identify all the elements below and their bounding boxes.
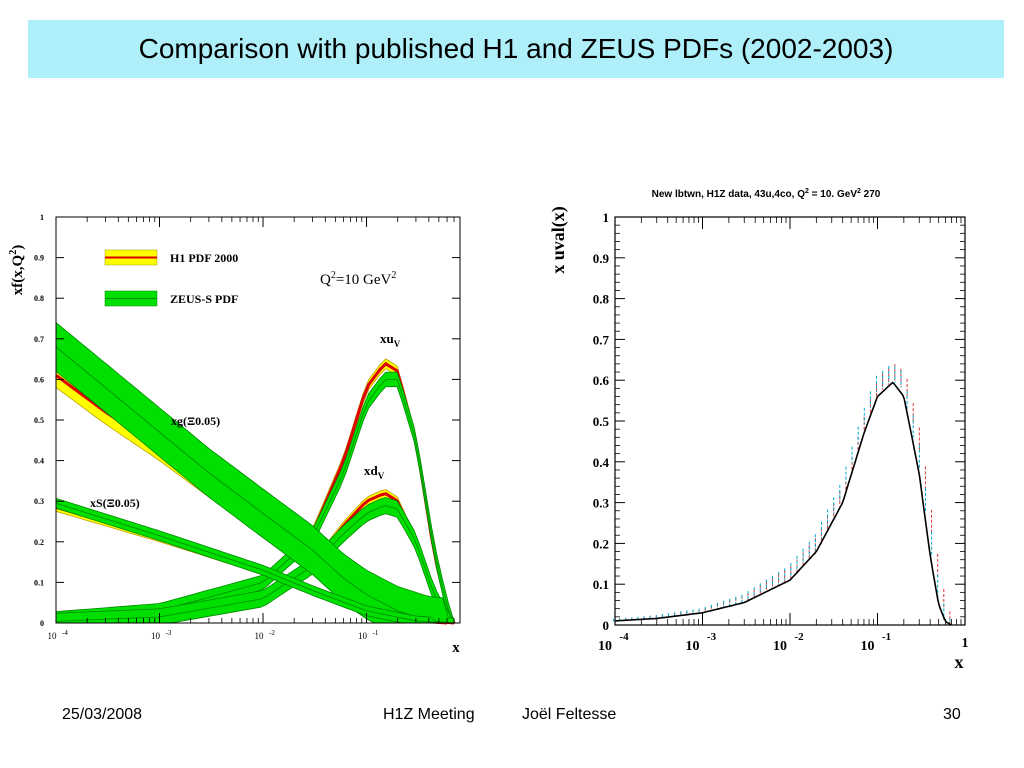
band-center-7 xyxy=(55,502,448,624)
left-x-tick-exp: -4 xyxy=(62,629,68,637)
right-x-tick-exp: -4 xyxy=(619,631,629,643)
right-x-tick-label: 1 xyxy=(962,636,969,651)
left-y-tick-label: 0.9 xyxy=(34,254,44,263)
right-y-tick-label: 0.2 xyxy=(593,536,609,551)
left-chart-bands xyxy=(55,321,456,625)
right-chart-series xyxy=(613,364,952,626)
right-x-tick-label: 10 xyxy=(686,639,700,654)
slide-title: Comparison with published H1 and ZEUS PD… xyxy=(138,33,894,64)
left-y-axis-title: xf(x,Q2) xyxy=(8,245,26,295)
footer-date: 25/03/2008 xyxy=(62,706,143,723)
left-y-ticks: 0 0.1 0.2 0.3 0.4 0.5 0.6 0.7 0.8 0.9 1 xyxy=(34,213,460,628)
left-y-tick-label: 0.7 xyxy=(34,335,44,344)
left-x-ticks: 10 -4 10 -3 10 -2 10 -1 xyxy=(48,217,461,641)
left-y-tick-label: 0.8 xyxy=(34,294,44,303)
right-y-tick-label: 0.6 xyxy=(593,373,610,388)
left-x-tick-label: 10 xyxy=(151,631,161,641)
right-y-tick-label: 0.1 xyxy=(593,577,609,592)
label-xdv: xdV xyxy=(364,463,385,481)
footer-page-number: 30 xyxy=(943,706,961,723)
right-x-tick-label: 10 xyxy=(773,639,787,654)
left-x-tick-exp: -1 xyxy=(373,629,379,637)
right-y-tick-label: 0.5 xyxy=(593,414,610,429)
left-x-axis-title: x xyxy=(452,640,460,656)
left-y-tick-label: 0.3 xyxy=(34,497,44,506)
left-pdf-chart: 00.10.20.30.40.50.60.70.80.91 10 -4 10 -3 10… xyxy=(8,213,461,656)
fit-curve xyxy=(614,381,952,626)
label-xuv: xuV xyxy=(380,331,401,349)
right-y-tick-label: 0.3 xyxy=(593,496,610,511)
right-x-tick-exp: -2 xyxy=(794,631,804,643)
right-y-tick-label: 1 xyxy=(603,210,610,225)
right-plot-frame xyxy=(614,216,966,626)
left-y-tick-label: 0.6 xyxy=(34,375,44,384)
right-y-tick-label: 0.9 xyxy=(593,251,610,266)
right-x-tick-label: 10 xyxy=(598,639,612,654)
right-uval-chart: New lbtwn, H1Z data, 43u,4co, Q2 = 10. G… xyxy=(548,188,969,672)
left-y-tick-label: 0 xyxy=(40,619,44,628)
footer-meeting: H1Z Meeting xyxy=(383,706,475,723)
left-x-tick-exp: -3 xyxy=(166,629,172,637)
title-bar: Comparison with published H1 and ZEUS PD… xyxy=(28,20,1004,78)
right-y-tick-label: 0.7 xyxy=(593,332,610,347)
right-chart-title: New lbtwn, H1Z data, 43u,4co, Q2 = 10. G… xyxy=(652,188,881,200)
right-y-axis-title: x uval(x) xyxy=(548,206,569,274)
left-x-tick-label: 10 xyxy=(255,631,265,641)
right-y-tick-label: 0.4 xyxy=(593,455,610,470)
right-x-axis-title: x xyxy=(955,652,964,672)
footer-author: Joël Feltesse xyxy=(522,706,617,723)
right-x-tick-exp: -1 xyxy=(882,631,891,643)
band-center-3 xyxy=(55,505,455,624)
label-xg: xg(Ξ0.05) xyxy=(171,414,220,428)
right-x-tick-label: 10 xyxy=(861,639,875,654)
left-x-tick-label: 10 xyxy=(358,631,368,641)
legend-label-zeus: ZEUS-S PDF xyxy=(170,292,238,306)
q2-annotation: Q2=10 GeV2 xyxy=(320,270,396,288)
left-y-tick-label: 0.2 xyxy=(34,538,44,547)
left-x-tick-exp: -2 xyxy=(269,629,275,637)
right-x-ticks: 10 -4 10 -3 10 -2 10 -1 1 xyxy=(598,217,969,654)
left-y-tick-label: 0.1 xyxy=(34,578,44,587)
right-x-tick-exp: -3 xyxy=(707,631,717,643)
left-y-tick-label: 0.5 xyxy=(34,416,44,425)
left-y-tick-label: 0.4 xyxy=(34,457,44,466)
right-y-ticks: 0 0.1 0.2 0.3 0.4 0.5 0.6 0.7 0.8 0.9 1 xyxy=(593,210,965,633)
right-y-tick-label: 0.8 xyxy=(593,292,610,307)
label-xs: xS(Ξ0.05) xyxy=(90,496,140,510)
legend-label-h1: H1 PDF 2000 xyxy=(170,251,238,265)
band-center-5 xyxy=(55,346,455,624)
left-x-tick-label: 10 xyxy=(48,631,58,641)
left-y-tick-label: 1 xyxy=(40,213,44,222)
right-y-tick-label: 0 xyxy=(603,618,610,633)
